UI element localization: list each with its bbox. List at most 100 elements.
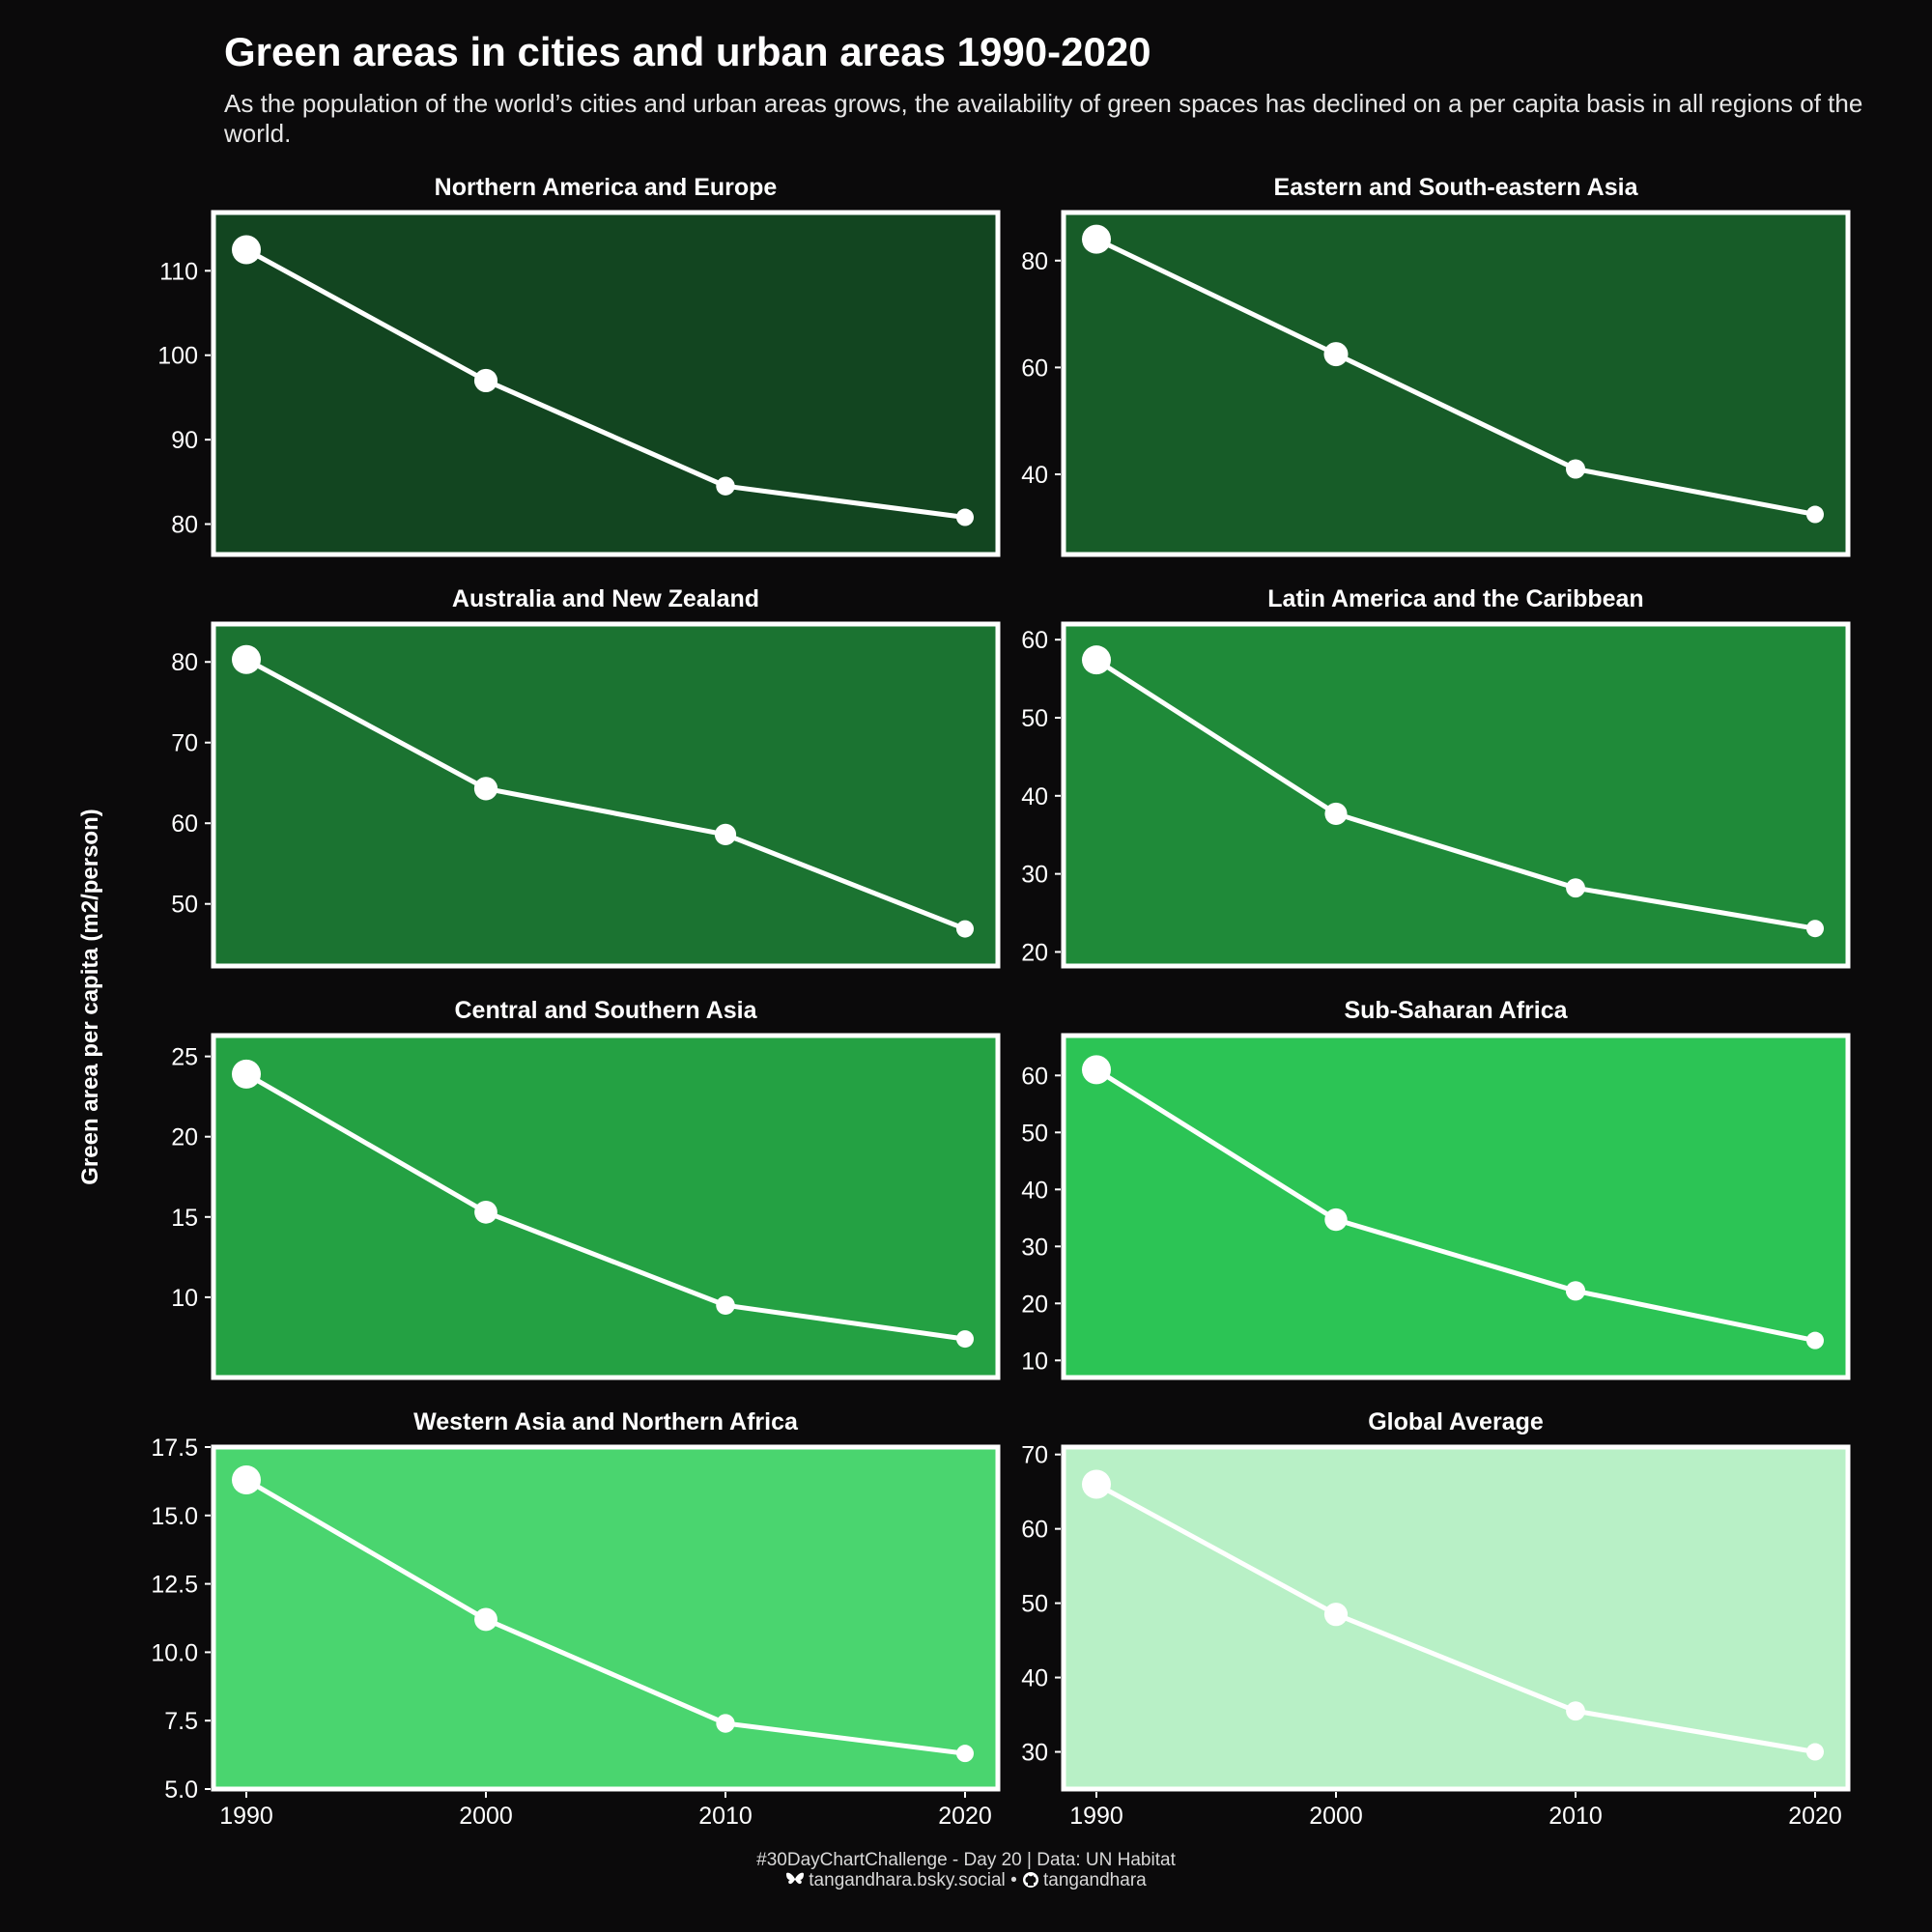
data-point: [1323, 1603, 1349, 1627]
data-point: [1806, 1331, 1824, 1350]
panel-australia-and-new-zealand: Australia and New Zealand 50 60 70 80: [171, 585, 1001, 969]
caption-separator: •: [1010, 1870, 1017, 1890]
data-point: [1082, 224, 1111, 254]
x-tick-label: 2000: [459, 1803, 513, 1830]
panel-background: [211, 621, 1001, 969]
panel-latin-america-and-the-caribbean: Latin America and the Caribbean 20 30 40 50 6…: [1021, 585, 1851, 969]
data-point: [232, 235, 261, 265]
panel-northern-america-and-europe: Northern America and Europe 80 90 100 110: [157, 174, 1001, 557]
page-title: Green areas in cities and urban areas 19…: [224, 29, 1151, 74]
data-point: [473, 777, 498, 801]
y-tick-label: 90: [171, 427, 198, 454]
data-point: [1323, 342, 1349, 367]
data-point: [1324, 802, 1348, 825]
y-tick-label: 50: [1021, 705, 1048, 732]
panel-background: [1061, 621, 1851, 969]
y-tick-label: 80: [171, 512, 198, 539]
x-tick-label: 2000: [1309, 1803, 1363, 1830]
bluesky-handle[interactable]: tangandhara.bsky.social: [809, 1870, 1006, 1890]
panel-background: [211, 1444, 1001, 1792]
y-tick-label: 5.0: [164, 1776, 198, 1804]
data-point: [1082, 1469, 1111, 1499]
data-point: [716, 1714, 735, 1733]
x-tick-label: 2020: [938, 1803, 992, 1830]
series-line: [1094, 1067, 1816, 1344]
panel-title: Latin America and the Caribbean: [1267, 585, 1643, 612]
data-point: [473, 368, 498, 393]
data-point: [232, 1059, 261, 1089]
y-tick-label: 60: [1021, 627, 1048, 654]
y-tick-label: 40: [1021, 1665, 1048, 1692]
series-line: [1094, 1482, 1816, 1754]
panel-global-average: Global Average 30 40 50 60 70 1990 2000 2010 2020: [1021, 1408, 1851, 1830]
panel-title: Sub-Saharan Africa: [1344, 997, 1568, 1024]
data-point: [956, 1745, 974, 1763]
data-point: [1565, 1281, 1586, 1301]
data-point: [1566, 878, 1585, 898]
data-point: [956, 508, 974, 526]
y-tick-label: 60: [171, 810, 198, 838]
x-tick-label: 1990: [1069, 1803, 1123, 1830]
caption-source: #30DayChartChallenge - Day 20 | Data: UN…: [756, 1850, 1176, 1870]
y-tick-label: 40: [1021, 1177, 1048, 1204]
y-tick-label: 60: [1021, 1517, 1048, 1544]
y-tick-label: 60: [1021, 355, 1048, 382]
y-tick-label: 10: [171, 1285, 198, 1312]
data-point: [1324, 1208, 1348, 1232]
panel-title: Central and Southern Asia: [454, 997, 757, 1024]
panel-background: [1061, 1444, 1851, 1792]
y-tick-label: 20: [1021, 1291, 1048, 1318]
y-tick-label: 25: [171, 1044, 198, 1071]
y-tick-label: 30: [1021, 1234, 1048, 1261]
y-tick-label: 50: [171, 892, 198, 919]
series-line: [244, 1071, 966, 1342]
y-tick-label: 7.5: [164, 1708, 198, 1735]
github-icon: [1022, 1871, 1039, 1893]
y-tick-label: 30: [1021, 862, 1048, 889]
x-tick-label: 2020: [1788, 1803, 1842, 1830]
y-tick-label: 70: [1021, 1442, 1048, 1469]
y-tick-label: 30: [1021, 1740, 1048, 1767]
y-tick-label: 12.5: [151, 1572, 198, 1599]
data-point: [232, 644, 261, 674]
panel-background: [211, 210, 1001, 557]
x-tick-label: 2010: [698, 1803, 753, 1830]
caption: #30DayChartChallenge - Day 20 | Data: UN…: [0, 1850, 1932, 1893]
panel-title: Western Asia and Northern Africa: [413, 1408, 799, 1435]
facet-panels: Northern America and Europe 80 90 100 110 Eas…: [151, 174, 1851, 1830]
data-point: [1566, 459, 1585, 479]
data-point: [714, 823, 737, 846]
series-line: [244, 247, 966, 521]
data-point: [1806, 1743, 1824, 1761]
github-handle[interactable]: tangandhara: [1043, 1870, 1147, 1890]
data-point: [956, 1330, 974, 1349]
data-point: [1566, 1701, 1585, 1721]
series-line: [1094, 658, 1816, 931]
data-point: [1082, 645, 1111, 675]
panel-background: [211, 1033, 1001, 1380]
y-tick-label: 50: [1021, 1591, 1048, 1618]
data-point: [1806, 920, 1824, 938]
y-tick-label: 15: [171, 1205, 198, 1232]
y-axis-label: Green area per capita (m2/person): [77, 809, 103, 1184]
y-tick-label: 70: [171, 730, 198, 757]
panel-western-asia-and-northern-africa: Western Asia and Northern Africa 5.0 7.5 10…: [151, 1408, 1001, 1830]
series-line: [244, 657, 966, 931]
y-tick-label: 15.0: [151, 1503, 198, 1530]
data-point: [474, 1607, 497, 1632]
y-tick-label: 100: [157, 343, 198, 370]
butterfly-icon: [785, 1871, 805, 1893]
page-subtitle: As the population of the world’s cities …: [224, 89, 1863, 148]
y-tick-label: 20: [1021, 939, 1048, 966]
panel-background: [1061, 1033, 1851, 1380]
panel-title: Global Average: [1368, 1408, 1544, 1435]
data-point: [716, 1295, 735, 1315]
y-tick-label: 80: [171, 649, 198, 676]
data-point: [956, 920, 974, 938]
series-line: [1094, 237, 1816, 517]
panel-sub-saharan-africa: Sub-Saharan Africa 10 20 30 40 50 60: [1021, 997, 1851, 1380]
y-tick-label: 20: [171, 1124, 198, 1151]
panel-background: [1061, 210, 1851, 557]
caption-credits: tangandhara.bsky.social • tangandhara: [0, 1870, 1932, 1893]
